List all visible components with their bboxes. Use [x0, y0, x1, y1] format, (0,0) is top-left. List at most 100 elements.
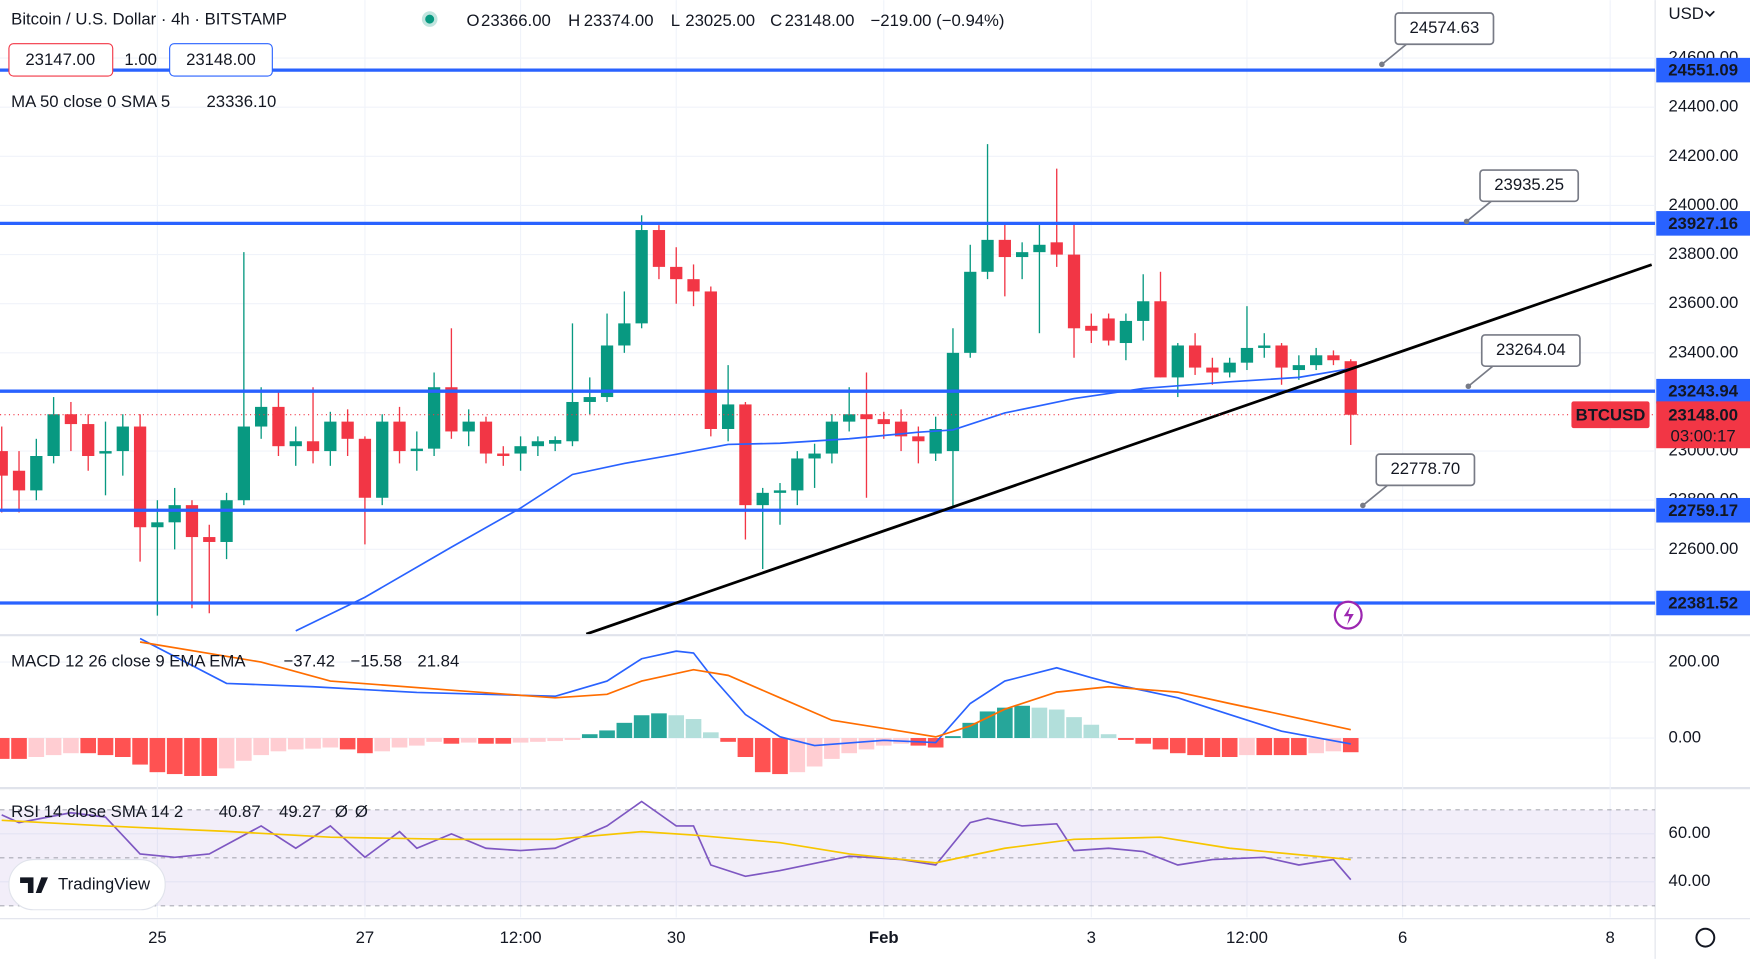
y-tick-label: 24000.00 [1669, 195, 1739, 214]
rsi-value: 49.27 [279, 802, 321, 821]
histogram-bar [391, 738, 408, 748]
histogram-bar [460, 738, 477, 743]
candle-body [1154, 301, 1167, 378]
candle-body [618, 323, 631, 346]
histogram-bar [443, 738, 460, 744]
histogram-bar [1221, 738, 1238, 757]
candle-body [1258, 345, 1271, 348]
level-tag-label: 23927.16 [1668, 214, 1738, 233]
candle-body [1310, 355, 1323, 366]
macd-legend: MACD 12 26 close 9 EMA EMA [11, 651, 246, 670]
x-tick-label: 8 [1606, 928, 1615, 947]
callout-box [1479, 169, 1580, 203]
histogram-bar [616, 722, 633, 739]
histogram-bar [322, 738, 339, 748]
histogram-bar [997, 707, 1013, 739]
candle-body [116, 426, 129, 452]
histogram-bar [824, 738, 840, 759]
histogram-bar [858, 738, 875, 750]
candle-body [1188, 345, 1202, 368]
level-tag-label: 22381.52 [1668, 594, 1738, 613]
callout-label: 22778.70 [1390, 459, 1460, 478]
histogram-bar [166, 738, 183, 775]
histogram-bar [945, 736, 961, 739]
callout-box [1375, 453, 1476, 487]
ohlc-key: C [770, 11, 782, 30]
level-tag-label: 24551.09 [1668, 61, 1738, 80]
candle-body [964, 271, 977, 353]
histogram-bar [1083, 724, 1100, 739]
x-tick-label: 12:00 [1226, 928, 1268, 947]
histogram-bar [754, 738, 771, 773]
histogram-bar [1291, 738, 1307, 756]
histogram-bar [0, 738, 10, 759]
candle-body [427, 387, 441, 449]
histogram-bar [581, 734, 598, 739]
histogram-bar [1342, 738, 1359, 753]
candle-body [1344, 361, 1357, 415]
callout-box [1394, 12, 1495, 46]
axes: 24600.0024400.0024200.0024000.0023800.00… [148, 48, 1750, 947]
candle-body [946, 352, 960, 452]
ma-value: 23336.10 [206, 92, 276, 111]
histogram-bar [1048, 709, 1065, 739]
candle-body [445, 387, 458, 432]
symbol-tag [1571, 401, 1650, 429]
candle-body [324, 421, 337, 452]
rsi-extra: Ø [355, 802, 368, 821]
y-tick-label: 0.00 [1669, 727, 1702, 746]
level-tag [1656, 378, 1750, 404]
level-tag [1656, 57, 1750, 83]
indicator-line [139, 641, 1351, 738]
ohlc-key: L [671, 11, 680, 30]
histogram-bar [1031, 707, 1048, 739]
candle-body [739, 404, 752, 506]
bid-box[interactable] [8, 43, 114, 77]
histogram-bar [789, 738, 806, 773]
histogram-bar [633, 715, 650, 739]
candle-body [791, 458, 804, 491]
ask-box[interactable] [169, 43, 273, 77]
histogram-bar [495, 738, 512, 744]
brand-name: TradingView [58, 875, 151, 894]
ask-price: 23148.00 [186, 50, 256, 69]
macd-value: 21.84 [417, 651, 459, 670]
candle-body [1085, 325, 1098, 331]
candle-body [721, 404, 735, 429]
ma-legend: MA 50 close 0 SMA 5 [11, 92, 170, 111]
histogram-bar [737, 738, 754, 757]
candle-body [289, 441, 302, 447]
histogram-bar [45, 738, 62, 756]
histogram-bar [720, 738, 736, 742]
candle-body [998, 239, 1011, 258]
settings-icon[interactable] [1695, 927, 1716, 948]
candle-body [566, 401, 579, 442]
y-tick-label: 24200.00 [1669, 146, 1739, 165]
chevron[interactable] [1704, 10, 1715, 17]
candle-body [635, 230, 648, 324]
candle-body [376, 421, 389, 498]
candle-body [583, 397, 596, 402]
candle-body [860, 414, 873, 420]
candle-body [1050, 242, 1063, 255]
histogram-bar [287, 738, 304, 750]
candle-body [929, 428, 942, 454]
brand-logo [20, 877, 48, 894]
callout-box [1480, 334, 1581, 367]
histogram-bar [1014, 705, 1030, 739]
histogram-bar [512, 738, 529, 743]
level-tag-label: 23243.94 [1668, 382, 1738, 401]
x-tick-label: Feb [869, 928, 899, 947]
histogram-bar [1308, 738, 1324, 754]
macd [0, 637, 1359, 776]
candle-body [843, 414, 856, 422]
spread: 1.00 [124, 50, 157, 69]
histogram-bar [114, 738, 131, 757]
histogram-bar [132, 738, 148, 765]
ohlc-value: 23148.00 [785, 11, 855, 30]
histogram-bar [547, 738, 563, 742]
candle-body [1292, 365, 1305, 371]
candle-body [185, 505, 199, 538]
